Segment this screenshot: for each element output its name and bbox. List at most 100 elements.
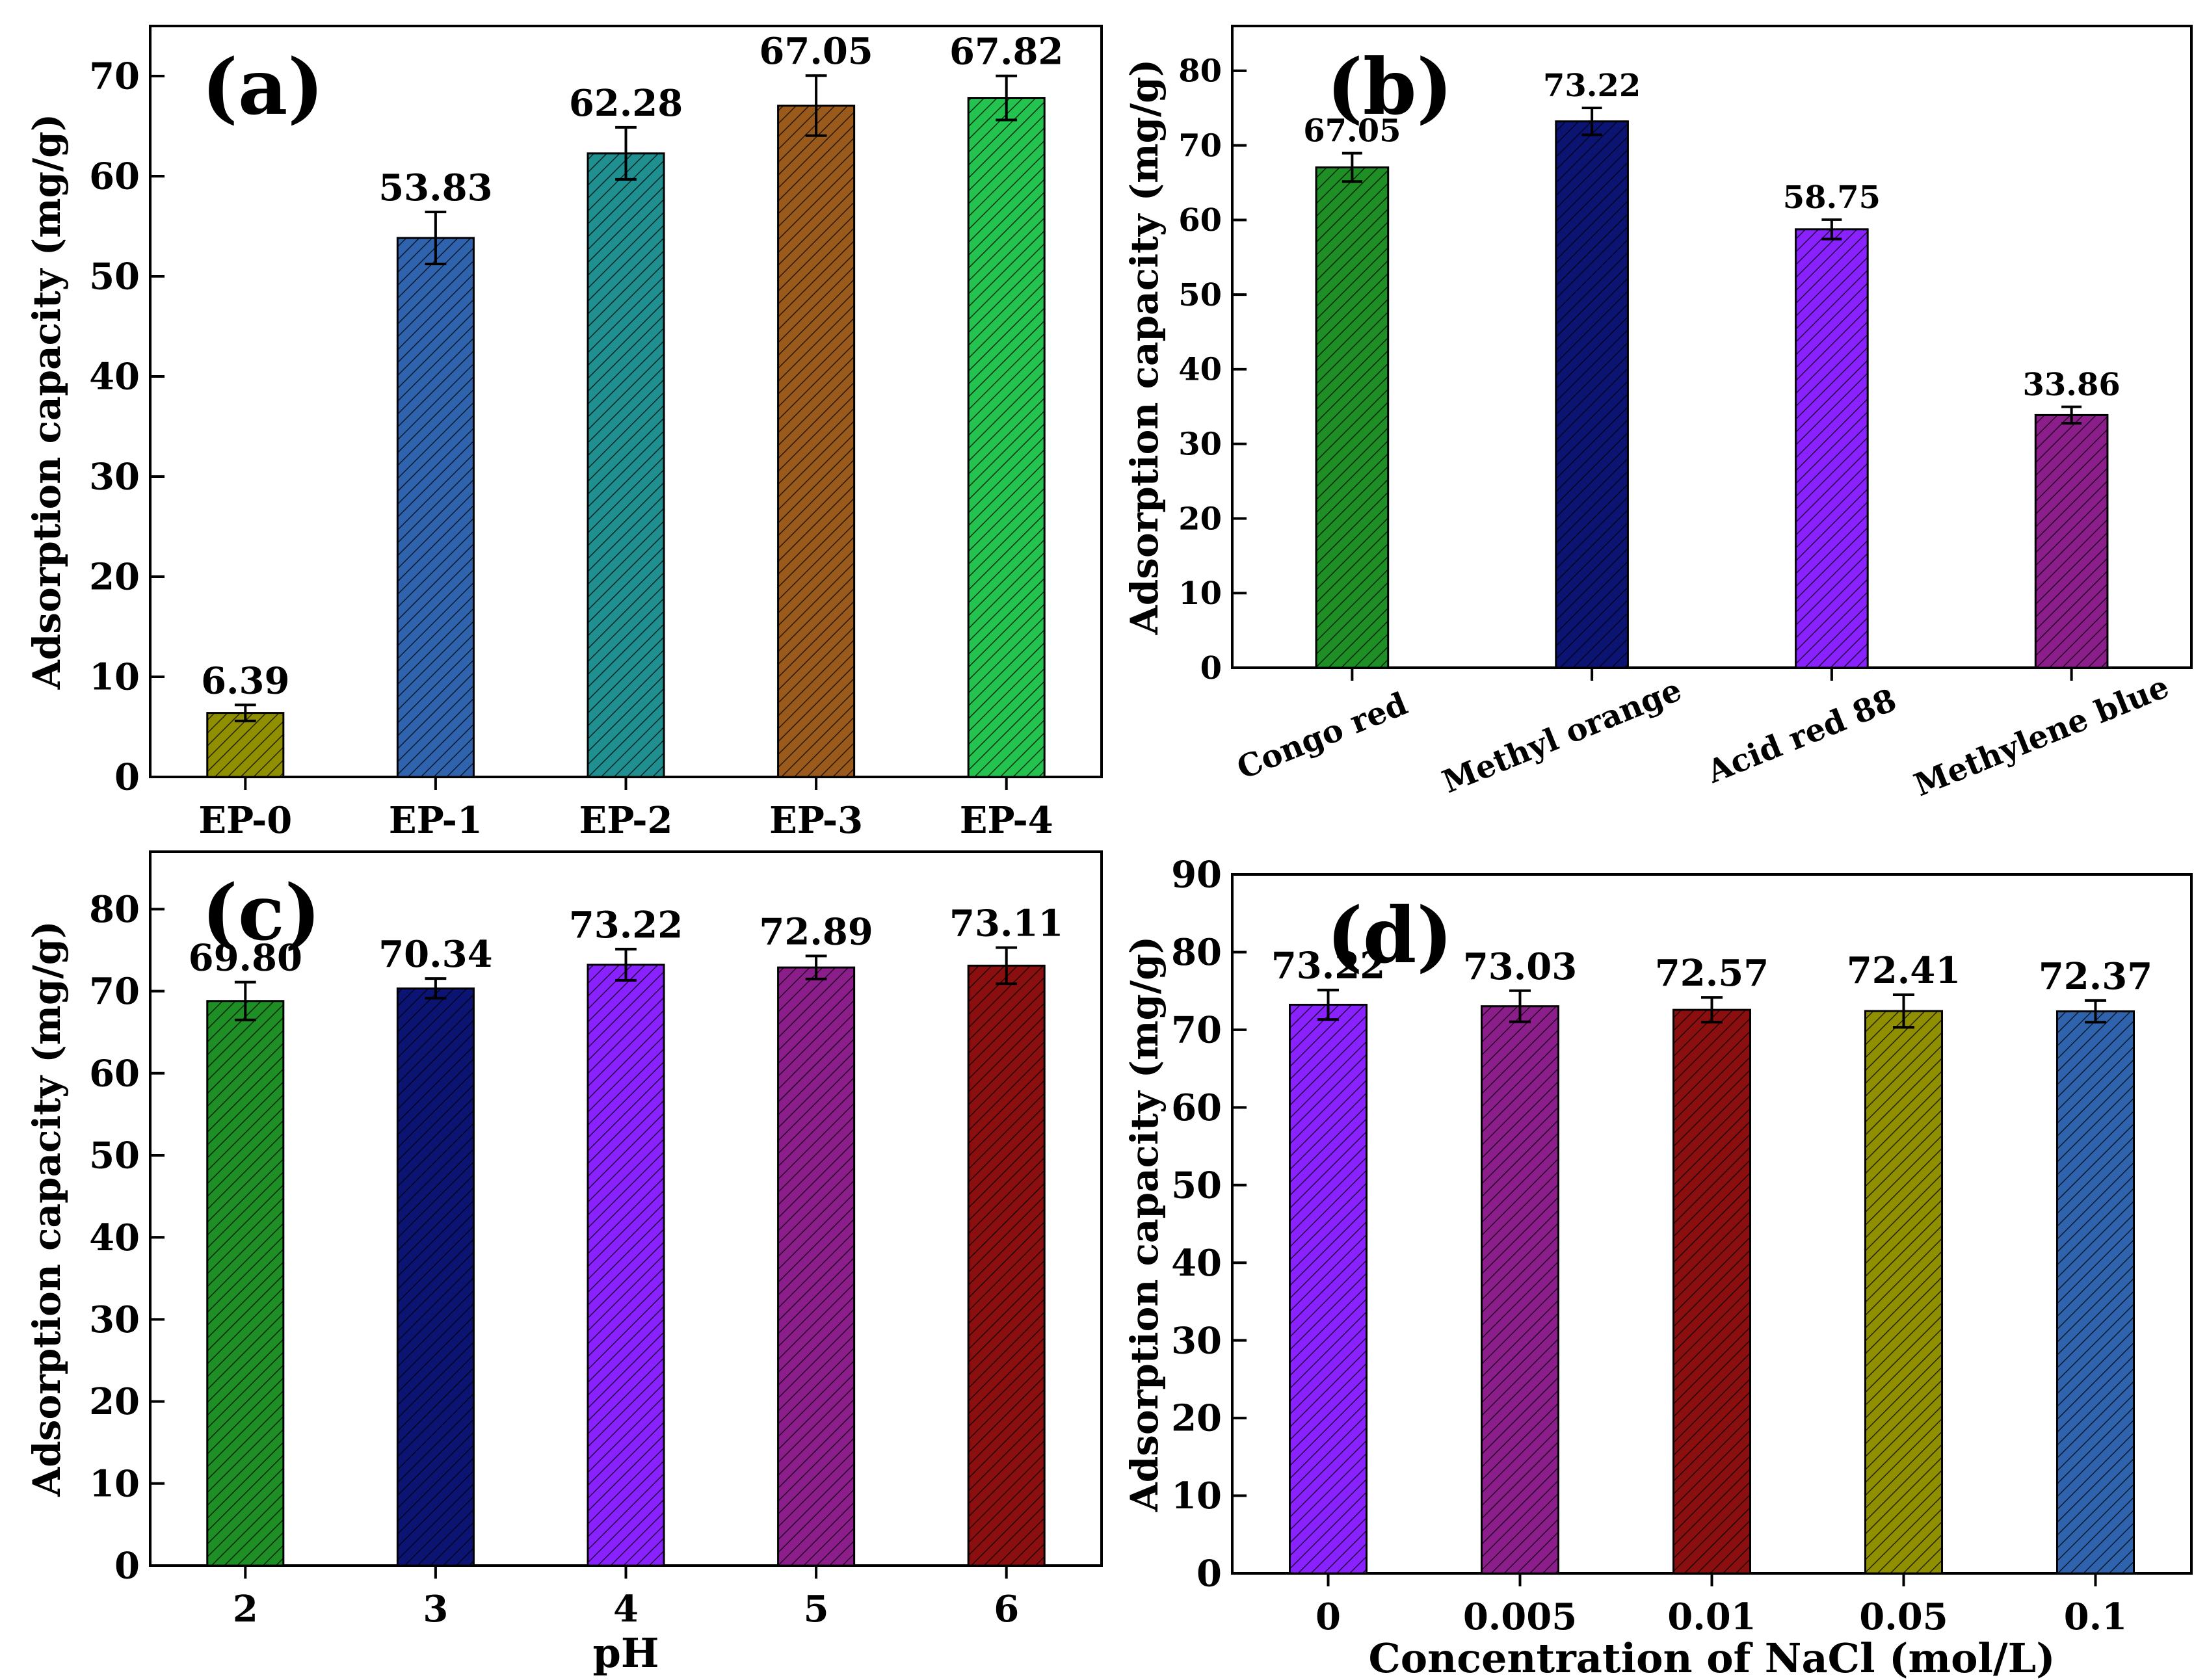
y-tick-label: 70 (89, 55, 140, 98)
data-label: 58.75 (1783, 179, 1881, 216)
y-tick-label: 30 (1178, 426, 1222, 462)
y-tick-label: 0 (1200, 650, 1222, 687)
bar-Congo red (1315, 166, 1390, 669)
bar-0.05 (1864, 1010, 1943, 1575)
data-label: 72.37 (2039, 955, 2152, 998)
y-tick-label: 70 (89, 970, 140, 1013)
y-tick-label: 60 (1171, 1086, 1222, 1129)
x-tick-label: 0.005 (1463, 1595, 1577, 1638)
y-tick-label: 10 (89, 656, 140, 699)
data-label: 73.03 (1463, 945, 1577, 988)
y-tick-label: 50 (89, 256, 140, 298)
y-tick-label: 0 (114, 756, 140, 799)
y-tick-label: 80 (1171, 931, 1222, 974)
x-tick-label: 0.05 (1859, 1595, 1948, 1638)
panel-label: (c) (202, 867, 321, 958)
bar-EP-4 (967, 97, 1046, 778)
y-tick-label: 60 (1178, 202, 1222, 239)
bar-Methyl orange (1555, 120, 1629, 669)
y-tick-label: 30 (1171, 1319, 1222, 1362)
y-axis-label: Adsorption capacity (mg/g) (1122, 59, 1167, 636)
x-tick-label: 2 (233, 1588, 258, 1631)
bar-3 (396, 987, 475, 1567)
data-label: 73.11 (949, 902, 1063, 945)
panel-label: (a) (202, 42, 324, 132)
bar-EP-2 (587, 152, 665, 778)
data-label: 53.83 (378, 166, 492, 209)
y-tick-label: 80 (1178, 53, 1222, 90)
data-label: 72.41 (1847, 949, 1961, 992)
bar-5 (777, 966, 856, 1567)
chart-panel-2: 0 10 20 30 40 50 60 70 80 Adsorption capacity (mg… (25, 850, 1103, 1677)
data-label: 69.80 (189, 937, 302, 980)
bar-0.1 (2056, 1010, 2135, 1575)
y-tick-label: 10 (89, 1462, 140, 1505)
panel-label: (b) (1327, 42, 1453, 132)
y-tick-label: 30 (89, 1298, 140, 1341)
data-label: 73.22 (569, 904, 683, 947)
x-tick-label: EP-2 (579, 799, 673, 842)
y-tick-label: 40 (89, 356, 140, 399)
chart-panel-1: 0 10 20 30 40 50 60 70 80 Adsorption capacity (mg… (1122, 25, 2193, 804)
y-axis-label: Adsorption capacity (mg/g) (1122, 936, 1167, 1513)
x-axis-label: Concentration of NaCl (mol/L) (1368, 1634, 2055, 1680)
x-tick-label: 6 (994, 1588, 1019, 1631)
bar-4 (587, 964, 665, 1567)
data-label: 67.05 (759, 30, 873, 73)
x-tick-label: 0.01 (1667, 1595, 1756, 1638)
data-label: 73.22 (1271, 945, 1385, 988)
y-tick-label: 20 (89, 1380, 140, 1423)
y-tick-label: 10 (1171, 1475, 1222, 1517)
x-tick-label: 5 (804, 1588, 829, 1631)
y-tick-label: 60 (89, 1052, 140, 1095)
y-tick-label: 80 (89, 888, 140, 931)
y-tick-label: 20 (1178, 501, 1222, 537)
data-label: 6.39 (201, 659, 289, 702)
y-tick-label: 20 (89, 556, 140, 599)
data-label: 67.82 (949, 31, 1063, 73)
x-tick-label: EP-1 (389, 799, 482, 842)
y-tick-label: 60 (89, 155, 140, 198)
bar-Methylene blue (2034, 413, 2109, 669)
x-tick-label: Congo red (1232, 685, 1413, 787)
data-label: 67.05 (1303, 113, 1401, 150)
x-tick-label: Methyl orange (1437, 672, 1686, 800)
data-label: 73.22 (1543, 68, 1641, 104)
x-tick-label: EP-4 (960, 799, 1053, 842)
bar-EP-0 (206, 712, 285, 778)
bar-0.01 (1672, 1008, 1751, 1575)
bar-2 (206, 1000, 285, 1567)
data-label: 72.57 (1655, 952, 1769, 995)
data-label: 72.89 (759, 910, 873, 953)
plot-frame (1231, 25, 2193, 669)
y-tick-label: 70 (1171, 1008, 1222, 1051)
x-tick-label: 4 (613, 1588, 639, 1631)
bar-EP-1 (396, 237, 475, 778)
y-tick-label: 70 (1178, 127, 1222, 164)
y-tick-label: 30 (89, 456, 140, 499)
y-axis-label: Adsorption capacity (mg/g) (25, 114, 69, 690)
x-axis-label: pH (593, 1629, 659, 1677)
x-tick-label: 3 (423, 1588, 448, 1631)
y-tick-label: 0 (114, 1545, 140, 1588)
y-tick-label: 50 (1171, 1164, 1222, 1207)
bar-Acid red 88 (1795, 228, 1869, 669)
y-tick-label: 40 (1178, 352, 1222, 388)
bar-0.005 (1481, 1005, 1559, 1575)
x-tick-label: EP-3 (769, 799, 863, 842)
x-tick-label: Methylene blue (1909, 668, 2174, 804)
y-tick-label: 20 (1171, 1397, 1222, 1440)
chart-panel-0: 0 10 20 30 40 50 60 70 Adsorption capacity (mg/g… (25, 25, 1103, 842)
y-tick-label: 40 (89, 1216, 140, 1259)
x-tick-label: 0 (1315, 1595, 1341, 1638)
data-label: 33.86 (2022, 367, 2120, 403)
y-tick-label: 10 (1178, 575, 1222, 612)
bar-6 (967, 964, 1046, 1567)
x-tick-label: Acid red 88 (1702, 682, 1901, 791)
data-label: 70.34 (378, 933, 492, 976)
y-tick-label: 50 (89, 1135, 140, 1177)
y-axis-label: Adsorption capacity (mg/g) (25, 921, 69, 1497)
y-tick-label: 90 (1171, 854, 1222, 897)
